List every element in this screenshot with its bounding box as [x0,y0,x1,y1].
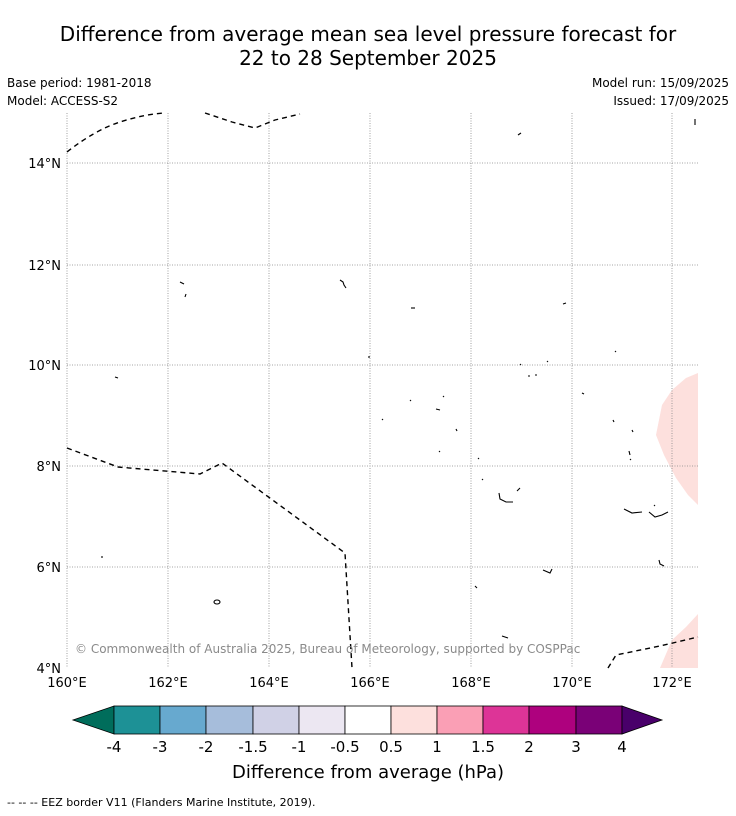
model-name: Model: ACCESS-S2 [7,94,119,108]
lon-label-162e: 162°E [148,676,188,691]
colorbar-bin-10 [528,705,577,735]
colorbar-bin-8 [436,705,484,735]
colorbar-tick-label: -4 [107,738,122,756]
eez-legend-note: -- -- -- EEZ border V11 (Flanders Marine… [7,796,316,809]
map-title: Difference from average mean sea level p… [0,22,736,70]
colorbar-bin-6 [344,705,392,735]
colorbar-bin-7 [390,705,438,735]
colorbar-extend-low [71,705,115,735]
colorbar-tick-label: -0.5 [330,738,359,756]
base-period: Base period: 1981-2018 [7,76,152,90]
copyright-text: © Commonwealth of Australia 2025, Bureau… [75,642,580,656]
colorbar-bin-1 [113,705,161,735]
lat-label-10n: 10°N [28,359,61,374]
colorbar-title: Difference from average (hPa) [232,762,504,783]
lon-label-170e: 170°E [552,676,592,691]
title-line-2: 22 to 28 September 2025 [239,46,497,70]
lat-label-8n: 8°N [37,460,62,475]
lat-label-14n: 14°N [28,157,61,172]
colorbar-tick-label: 1 [432,738,442,756]
colorbar-bin-11 [575,705,623,735]
anomaly-region-southeast [660,614,698,668]
lon-label-160e: 160°E [47,676,87,691]
lat-label-6n: 6°N [37,561,62,576]
title-line-1: Difference from average mean sea level p… [59,22,677,46]
colorbar-bin-5 [298,705,346,735]
lat-label-4n: 4°N [37,662,62,677]
islands [101,119,696,639]
colorbar-tick-label: 3 [571,738,581,756]
meta-right: Model run: 15/09/2025 Issued: 17/09/2025 [592,74,729,110]
lon-label-166e: 166°E [350,676,390,691]
eez-borders [66,112,699,669]
colorbar-tick-label: 1.5 [471,738,495,756]
longitude-labels: 160°E 162°E 164°E 166°E 168°E 170°E 172°… [47,676,692,691]
colorbar-tick-label: 2 [524,738,534,756]
latitude-labels: 14°N 12°N 10°N 8°N 6°N 4°N [28,157,61,677]
colorbar-bin-3 [205,705,254,735]
lat-label-12n: 12°N [28,259,61,274]
colorbar-bin-9 [482,705,530,735]
colorbar-tick-label: -3 [153,738,168,756]
colorbar-tick-label: 0.5 [379,738,403,756]
colorbar-bin-2 [159,705,207,735]
meta-left: Base period: 1981-2018 Model: ACCESS-S2 [7,74,152,110]
colorbar: -4 -3 -2 -1.5 -1 -0.5 0.5 1 1.5 2 3 4 Di… [71,705,664,783]
issued-date: Issued: 17/09/2025 [613,94,729,108]
colorbar-extend-high [621,705,664,735]
colorbar-tick-label: -1 [292,738,307,756]
lon-label-168e: 168°E [451,676,491,691]
colorbar-tick-label: 4 [617,738,627,756]
lon-label-164e: 164°E [249,676,289,691]
anomaly-region-east [656,373,698,505]
colorbar-bin-4 [252,705,300,735]
gridlines [66,113,698,668]
model-run: Model run: 15/09/2025 [591,76,729,90]
lon-label-172e: 172°E [652,676,692,691]
colorbar-tick-label: -2 [199,738,214,756]
colorbar-tick-label: -1.5 [238,738,267,756]
